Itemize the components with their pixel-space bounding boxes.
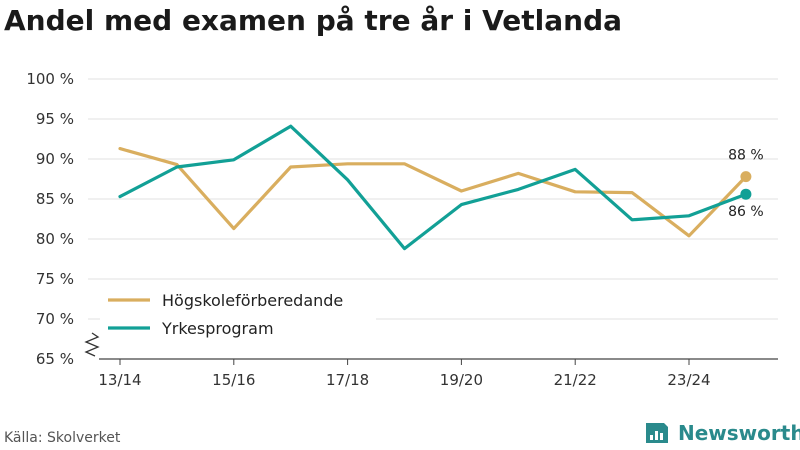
y-tick-label: 90 %: [36, 150, 74, 168]
series-line-hogskoleforberedande: [118, 147, 748, 238]
y-tick-label: 75 %: [36, 270, 74, 288]
x-tick-label: 23/24: [667, 371, 710, 389]
chart-title: Andel med examen på tre år i Vetlanda: [4, 4, 623, 37]
x-tick-label: 21/22: [554, 371, 597, 389]
series-line-yrkesprogram: [118, 124, 748, 251]
legend-label: Högskoleförberedande: [162, 291, 343, 310]
series-layer: 88 % 86 %: [118, 124, 764, 251]
end-value-label: 88 %: [728, 148, 764, 164]
y-tick-label: 85 %: [36, 190, 74, 208]
series-end-marker: [740, 188, 752, 200]
legend: Högskoleförberedande Yrkesprogram: [100, 285, 376, 343]
source-note: Källa: Skolverket: [4, 430, 121, 446]
legend-background: [100, 285, 376, 343]
y-tick-label: 80 %: [36, 230, 74, 248]
newsworthy-icon: [646, 423, 668, 443]
newsworthy-logo[interactable]: Newsworthy: [644, 420, 800, 446]
x-tick-label: 19/20: [440, 371, 483, 389]
grid-layer: [88, 78, 778, 320]
end-value-label: 86 %: [728, 204, 764, 220]
axis-layer: 65 % 70 % 75 % 80 % 85 % 90 % 95 % 100 % 13/14 15…: [26, 70, 778, 389]
brand-name: Newsworthy: [678, 421, 800, 445]
y-tick-label: 65 %: [36, 350, 74, 368]
x-tick-label: 13/14: [98, 371, 141, 389]
legend-label: Yrkesprogram: [161, 319, 274, 338]
y-tick-label: 70 %: [36, 310, 74, 328]
series-end-marker: [740, 171, 752, 183]
axis-break-mark: [84, 332, 100, 357]
y-tick-label: 95 %: [36, 110, 74, 128]
x-tick-label: 17/18: [326, 371, 369, 389]
x-tick-label: 15/16: [212, 371, 255, 389]
y-tick-label: 100 %: [26, 70, 74, 88]
